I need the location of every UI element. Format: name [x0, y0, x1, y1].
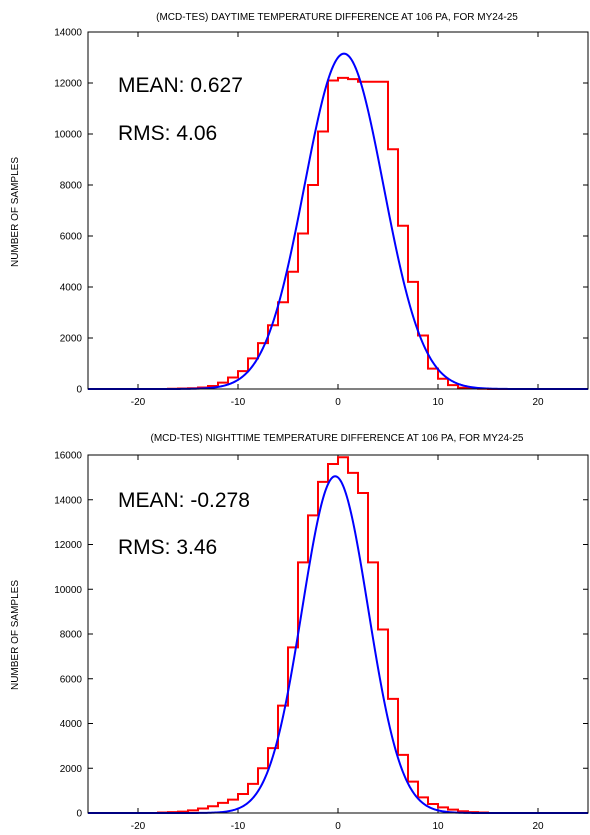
daytime-y-tick-label: 2000	[60, 334, 83, 345]
daytime-x-tick-label: -10	[231, 397, 246, 408]
nighttime-y-tick-label: 2000	[60, 764, 83, 775]
daytime-y-tick-label: 12000	[54, 79, 82, 90]
daytime-y-tick-label: 6000	[60, 232, 83, 243]
daytime-chart-title: (MCD-TES) DAYTIME TEMPERATURE DIFFERENCE…	[156, 12, 518, 23]
daytime-ticks	[88, 31, 588, 390]
nighttime-y-tick-label: 8000	[60, 630, 83, 641]
nighttime-y-tick-label: 14000	[54, 495, 82, 506]
nighttime-x-tick-label: -20	[131, 821, 146, 832]
nighttime-y-tick-label: 12000	[54, 540, 82, 551]
nighttime-gaussian-fit-curve	[88, 475, 588, 814]
daytime-y-axis-label: NUMBER OF SAMPLES	[10, 157, 21, 267]
daytime-y-tick-label: 14000	[54, 28, 82, 39]
nighttime-x-tick-label: 0	[335, 821, 341, 832]
daytime-x-tick-label: -20	[131, 397, 146, 408]
daytime-mean-annotation: MEAN: 0.627	[118, 74, 243, 97]
nighttime-x-tick-label: 20	[532, 821, 544, 832]
daytime-rms-annotation: RMS: 4.06	[118, 122, 217, 145]
nighttime-rms-annotation: RMS: 3.46	[118, 536, 217, 559]
daytime-gaussian-fit-curve	[88, 52, 588, 390]
nighttime-y-axis-label: NUMBER OF SAMPLES	[10, 580, 21, 690]
nighttime-y-tick-label: 4000	[60, 719, 83, 730]
daytime-x-tick-label: 0	[335, 397, 341, 408]
daytime-plot-frame	[87, 31, 589, 390]
nighttime-y-tick-label: 0	[76, 809, 82, 820]
nighttime-y-tick-label: 10000	[54, 585, 82, 596]
nighttime-mean-annotation: MEAN: -0.278	[118, 489, 250, 512]
nighttime-histogram-panel: (MCD-TES) NIGHTTIME TEMPERATURE DIFFEREN…	[10, 433, 589, 833]
nighttime-y-tick-label: 16000	[54, 451, 82, 462]
nighttime-plot-frame	[87, 454, 589, 814]
daytime-tick-labels: 0 2000 4000 6000 8000 10000 12000 14000 -20 -10 0 1…	[54, 28, 544, 409]
daytime-x-tick-label: 10	[432, 397, 444, 408]
daytime-y-tick-label: 8000	[60, 181, 83, 192]
daytime-histogram-panel: (MCD-TES) DAYTIME TEMPERATURE DIFFERENCE…	[10, 12, 589, 409]
nighttime-tick-labels: 0 2000 4000 6000 8000 10000 12000 14000 16000 -20…	[54, 451, 544, 833]
daytime-y-tick-label: 0	[76, 385, 82, 396]
nighttime-x-tick-label: 10	[432, 821, 444, 832]
nighttime-x-tick-label: -10	[231, 821, 246, 832]
nighttime-y-tick-label: 6000	[60, 674, 83, 685]
daytime-y-tick-label: 4000	[60, 283, 83, 294]
daytime-y-tick-label: 10000	[54, 130, 82, 141]
daytime-x-tick-label: 20	[532, 397, 544, 408]
nighttime-chart-title: (MCD-TES) NIGHTTIME TEMPERATURE DIFFEREN…	[150, 433, 523, 444]
